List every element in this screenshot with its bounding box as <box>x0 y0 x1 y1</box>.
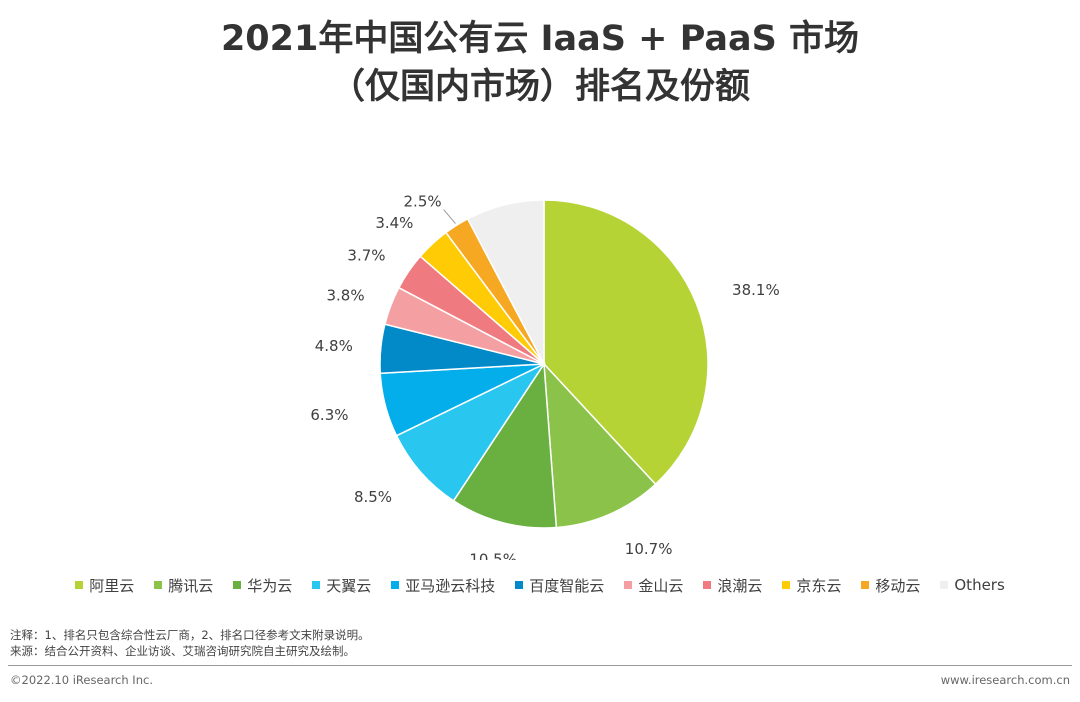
legend-item-9: 京东云 <box>782 575 841 596</box>
legend-item-1: 阿里云 <box>75 575 134 596</box>
legend-label: 华为云 <box>247 576 293 595</box>
legend-item-2: 腾讯云 <box>154 575 213 596</box>
legend-swatch <box>233 581 242 589</box>
footer-copyright: ©2022.10 iResearch Inc. <box>10 673 153 687</box>
data-label-5: 6.3% <box>310 406 348 424</box>
pie-chart: 38.1% 10.7% 10.5% 8.5% 6.3% 4.8% 3.8% 3.7% 3.4% 2… <box>310 193 780 560</box>
legend-swatch <box>861 581 870 589</box>
chart-title-line-2: （仅国内市场）排名及份额 <box>329 67 750 107</box>
legend-swatch <box>782 581 791 589</box>
legend-swatch <box>154 581 163 589</box>
legend-swatch <box>312 581 321 589</box>
pie-slice-2 <box>543 361 657 529</box>
data-label-9: 3.4% <box>375 214 413 232</box>
pie-slice-1 <box>543 199 709 486</box>
leader-line-10 <box>443 209 456 224</box>
chart-legend: 阿里云 腾讯云 华为云 天翼云 亚马逊云科技 百度智能云 金山云 浪潮云 京东云 移动云 Other… <box>0 572 1080 598</box>
footer-divider <box>8 665 1072 666</box>
legend-item-4: 天翼云 <box>312 575 371 596</box>
legend-label: 亚马逊云科技 <box>405 576 496 595</box>
legend-label: 浪潮云 <box>717 576 763 595</box>
legend-label: Others <box>954 576 1005 594</box>
chart-title-line-1: 2021年中国公有云 IaaS + PaaS 市场 <box>220 19 860 59</box>
legend-label: 阿里云 <box>89 576 135 595</box>
legend-swatch <box>624 581 633 589</box>
data-label-4: 8.5% <box>354 488 392 506</box>
data-label-6: 4.8% <box>315 337 353 355</box>
data-label-10: 2.5% <box>404 193 442 211</box>
chart-note: 注释：1、排名只包含综合性云厂商，2、排名口径参考文末附录说明。 <box>10 628 370 642</box>
legend-item-6: 百度智能云 <box>515 575 604 596</box>
legend-swatch <box>703 581 712 589</box>
legend-label: 金山云 <box>638 576 684 595</box>
footer-website: www.iresearch.com.cn <box>940 673 1070 687</box>
legend-item-7: 金山云 <box>624 575 683 596</box>
legend-item-3: 华为云 <box>233 575 292 596</box>
legend-item-8: 浪潮云 <box>703 575 762 596</box>
pie-slice-4 <box>395 362 547 502</box>
legend-swatch <box>391 581 400 589</box>
pie-slice-11 <box>466 199 545 365</box>
legend-item-5: 亚马逊云科技 <box>391 575 495 596</box>
data-label-8: 3.7% <box>347 247 385 265</box>
data-label-2: 10.7% <box>625 540 673 558</box>
legend-item-11: Others <box>940 576 1005 594</box>
legend-label: 京东云 <box>796 576 842 595</box>
legend-label: 移动云 <box>875 576 921 595</box>
pie-slice-3 <box>452 361 558 529</box>
legend-label: 腾讯云 <box>168 576 214 595</box>
data-label-7: 3.8% <box>326 287 364 305</box>
legend-item-10: 移动云 <box>861 575 920 596</box>
legend-label: 百度智能云 <box>529 576 605 595</box>
data-label-3: 10.5% <box>469 550 517 560</box>
legend-swatch <box>515 581 524 589</box>
chart-source: 来源：结合公开资料、企业访谈、艾瑞咨询研究院自主研究及绘制。 <box>10 644 355 658</box>
legend-swatch <box>940 581 949 589</box>
data-label-1: 38.1% <box>732 281 780 299</box>
legend-label: 天翼云 <box>326 576 372 595</box>
legend-swatch <box>75 581 84 589</box>
